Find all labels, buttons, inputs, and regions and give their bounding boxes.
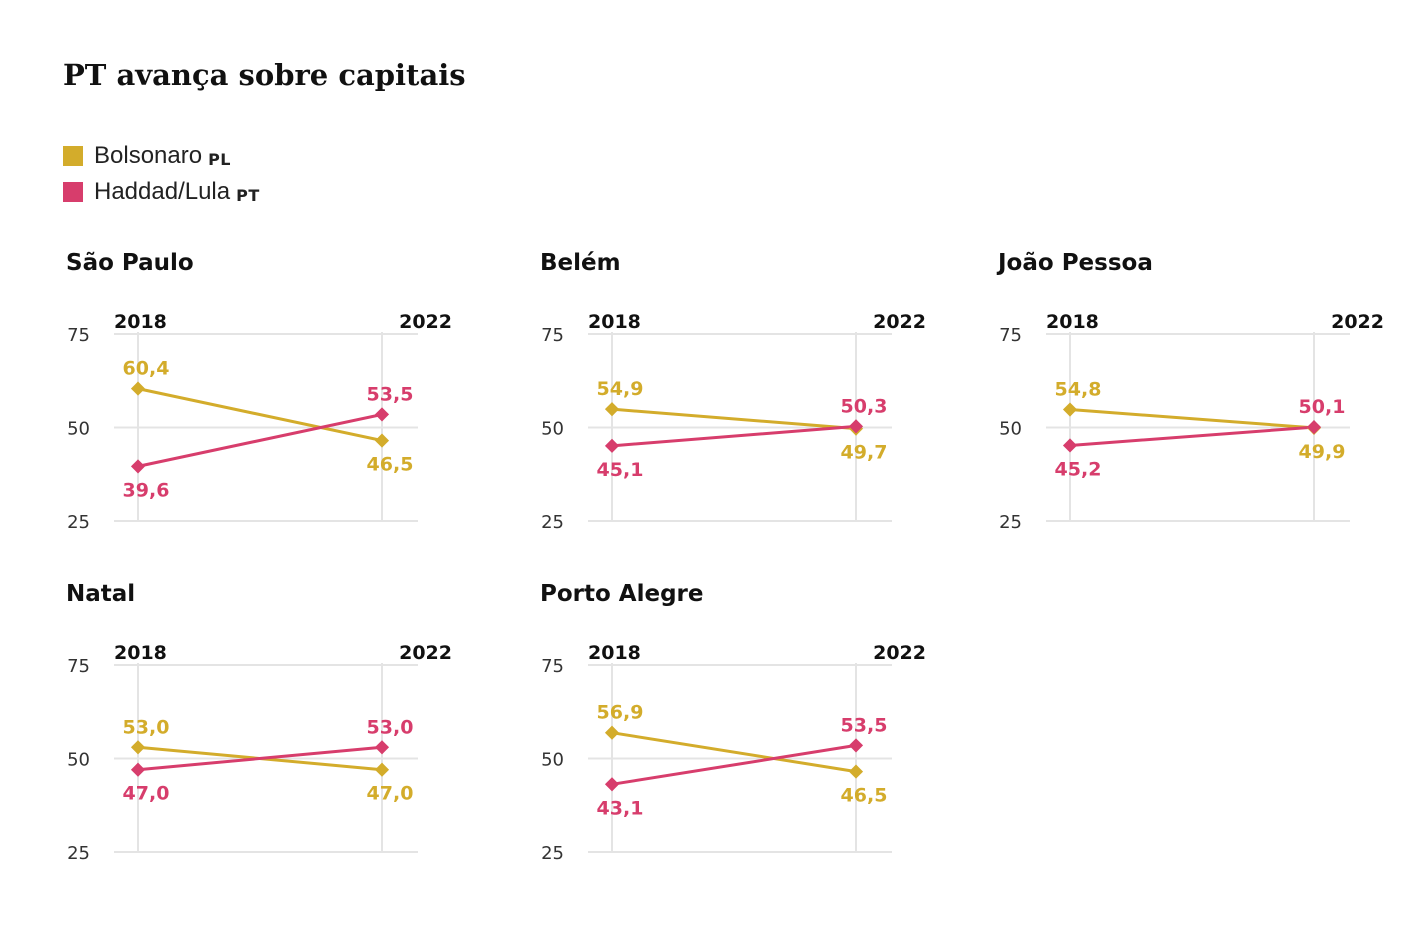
chart-natal: 75 50 25 2018 2022 53,0 47,0 47,0 53,0: [67, 642, 452, 864]
series-line-haddad-lula: [610, 424, 858, 448]
data-point-haddad-lula: [604, 438, 620, 453]
y-tick-label: 50: [67, 419, 90, 440]
y-tick-label: 25: [67, 512, 90, 533]
data-label-bolsonaro: 54,9: [597, 378, 644, 400]
data-point-haddad-lula: [848, 738, 864, 753]
x-tick-label: 2018: [114, 311, 167, 333]
chart-joao-pessoa: 75 50 25 2018 2022 54,8 49,9 45,2 50,1: [999, 311, 1384, 533]
data-label-bolsonaro: 46,5: [367, 454, 414, 476]
y-tick-label: 75: [541, 325, 564, 346]
data-label-haddad-lula: 39,6: [123, 479, 170, 501]
data-label-haddad-lula: 53,0: [367, 716, 414, 738]
y-tick-label: 50: [541, 750, 564, 771]
y-tick-label: 25: [67, 843, 90, 864]
y-tick-label: 75: [67, 325, 90, 346]
chart-belem: 75 50 25 2018 2022 54,9 49,7 45,1 50,3: [541, 311, 926, 533]
chart-porto-alegre: 75 50 25 2018 2022 56,9 46,5 43,1 53,5: [541, 642, 926, 864]
x-tick-label: 2022: [873, 642, 926, 664]
data-point-haddad-lula: [1062, 438, 1078, 453]
legend-label-bolsonaro: Bolsonaro: [94, 142, 203, 169]
data-label-bolsonaro: 60,4: [123, 358, 170, 380]
series-line-haddad-lula: [1068, 425, 1316, 447]
panel-title-porto-alegre: Porto Alegre: [540, 581, 704, 607]
series-line-bolsonaro: [1068, 408, 1316, 430]
data-point-bolsonaro: [604, 725, 620, 740]
x-tick-label: 2018: [588, 642, 641, 664]
chart-title: PT avança sobre capitais: [63, 58, 466, 92]
panel-title-belem: Belém: [540, 250, 621, 276]
legend-party-bolsonaro: PL: [208, 149, 231, 169]
panel-belem: Belém 75 50 25 2018 2022 54,9 49,7 45,1 50,3: [538, 250, 958, 550]
data-label-bolsonaro: 47,0: [367, 783, 414, 805]
legend-swatch-bolsonaro: [63, 146, 83, 166]
chart-sao-paulo: 75 50 25 2018 2022 60,4 46,5 39,6 53,5: [67, 311, 452, 533]
legend-item-haddad-lula: Haddad/Lula PT: [63, 174, 260, 210]
data-label-bolsonaro: 46,5: [841, 785, 888, 807]
y-tick-label: 75: [541, 656, 564, 677]
data-point-bolsonaro: [374, 762, 390, 777]
data-label-bolsonaro: 56,9: [597, 702, 644, 724]
legend-label-haddad-lula: Haddad/Lula: [94, 178, 231, 205]
x-tick-label: 2022: [873, 311, 926, 333]
legend-swatch-haddad-lula: [63, 182, 83, 202]
series-line-haddad-lula: [136, 745, 384, 772]
data-label-bolsonaro: 49,9: [1299, 441, 1346, 463]
data-point-bolsonaro: [1062, 402, 1078, 417]
y-tick-label: 25: [999, 512, 1022, 533]
x-tick-label: 2018: [114, 642, 167, 664]
data-label-haddad-lula: 53,5: [367, 383, 414, 405]
series-line-haddad-lula: [136, 412, 384, 468]
panel-title-joao-pessoa: João Pessoa: [998, 250, 1153, 276]
data-label-haddad-lula: 45,1: [597, 459, 644, 481]
x-tick-label: 2022: [399, 311, 452, 333]
panel-joao-pessoa: João Pessoa 75 50 25 2018 2022 54,8 49,9 45,2 50…: [996, 250, 1416, 550]
x-tick-label: 2018: [1046, 311, 1099, 333]
data-label-bolsonaro: 54,8: [1055, 379, 1102, 401]
data-label-haddad-lula: 50,3: [841, 395, 888, 417]
data-label-haddad-lula: 47,0: [123, 783, 170, 805]
data-point-bolsonaro: [604, 402, 620, 417]
series-line-bolsonaro: [610, 407, 858, 431]
legend-item-bolsonaro: Bolsonaro PL: [63, 138, 260, 174]
y-tick-label: 75: [67, 656, 90, 677]
y-tick-label: 50: [67, 750, 90, 771]
series-line-haddad-lula: [610, 743, 858, 786]
data-point-bolsonaro: [848, 764, 864, 779]
series-line-bolsonaro: [610, 731, 858, 774]
y-tick-label: 50: [999, 419, 1022, 440]
y-tick-label: 75: [999, 325, 1022, 346]
data-point-haddad-lula: [1306, 420, 1322, 435]
x-tick-label: 2022: [399, 642, 452, 664]
y-tick-label: 50: [541, 419, 564, 440]
data-point-bolsonaro: [130, 740, 146, 755]
data-point-bolsonaro: [130, 381, 146, 396]
data-point-haddad-lula: [130, 762, 146, 777]
panel-title-natal: Natal: [66, 581, 136, 607]
data-point-haddad-lula: [848, 419, 864, 434]
data-point-haddad-lula: [374, 740, 390, 755]
x-tick-label: 2022: [1331, 311, 1384, 333]
data-label-bolsonaro: 53,0: [123, 716, 170, 738]
data-point-bolsonaro: [374, 433, 390, 448]
legend: Bolsonaro PL Haddad/Lula PT: [63, 138, 260, 210]
data-label-haddad-lula: 53,5: [841, 714, 888, 736]
panel-natal: Natal 75 50 25 2018 2022 53,0 47,0 47,0 53,0: [64, 581, 484, 881]
data-point-haddad-lula: [374, 407, 390, 422]
y-tick-label: 25: [541, 512, 564, 533]
data-point-haddad-lula: [130, 459, 146, 474]
x-tick-label: 2018: [588, 311, 641, 333]
panel-porto-alegre: Porto Alegre 75 50 25 2018 2022 56,9 46,5 43,1 5…: [538, 581, 958, 881]
data-label-haddad-lula: 50,1: [1299, 396, 1346, 418]
data-label-haddad-lula: 45,2: [1055, 458, 1102, 480]
y-tick-label: 25: [541, 843, 564, 864]
data-point-haddad-lula: [604, 777, 620, 792]
legend-party-haddad-lula: PT: [236, 185, 260, 205]
data-label-bolsonaro: 49,7: [841, 442, 888, 464]
panel-sao-paulo: São Paulo 75 50 25 2018 2022 60,4 46,5 39,6 53,5: [64, 250, 484, 550]
data-label-haddad-lula: 43,1: [597, 797, 644, 819]
series-line-bolsonaro: [136, 387, 384, 443]
panel-title-sao-paulo: São Paulo: [66, 250, 194, 276]
